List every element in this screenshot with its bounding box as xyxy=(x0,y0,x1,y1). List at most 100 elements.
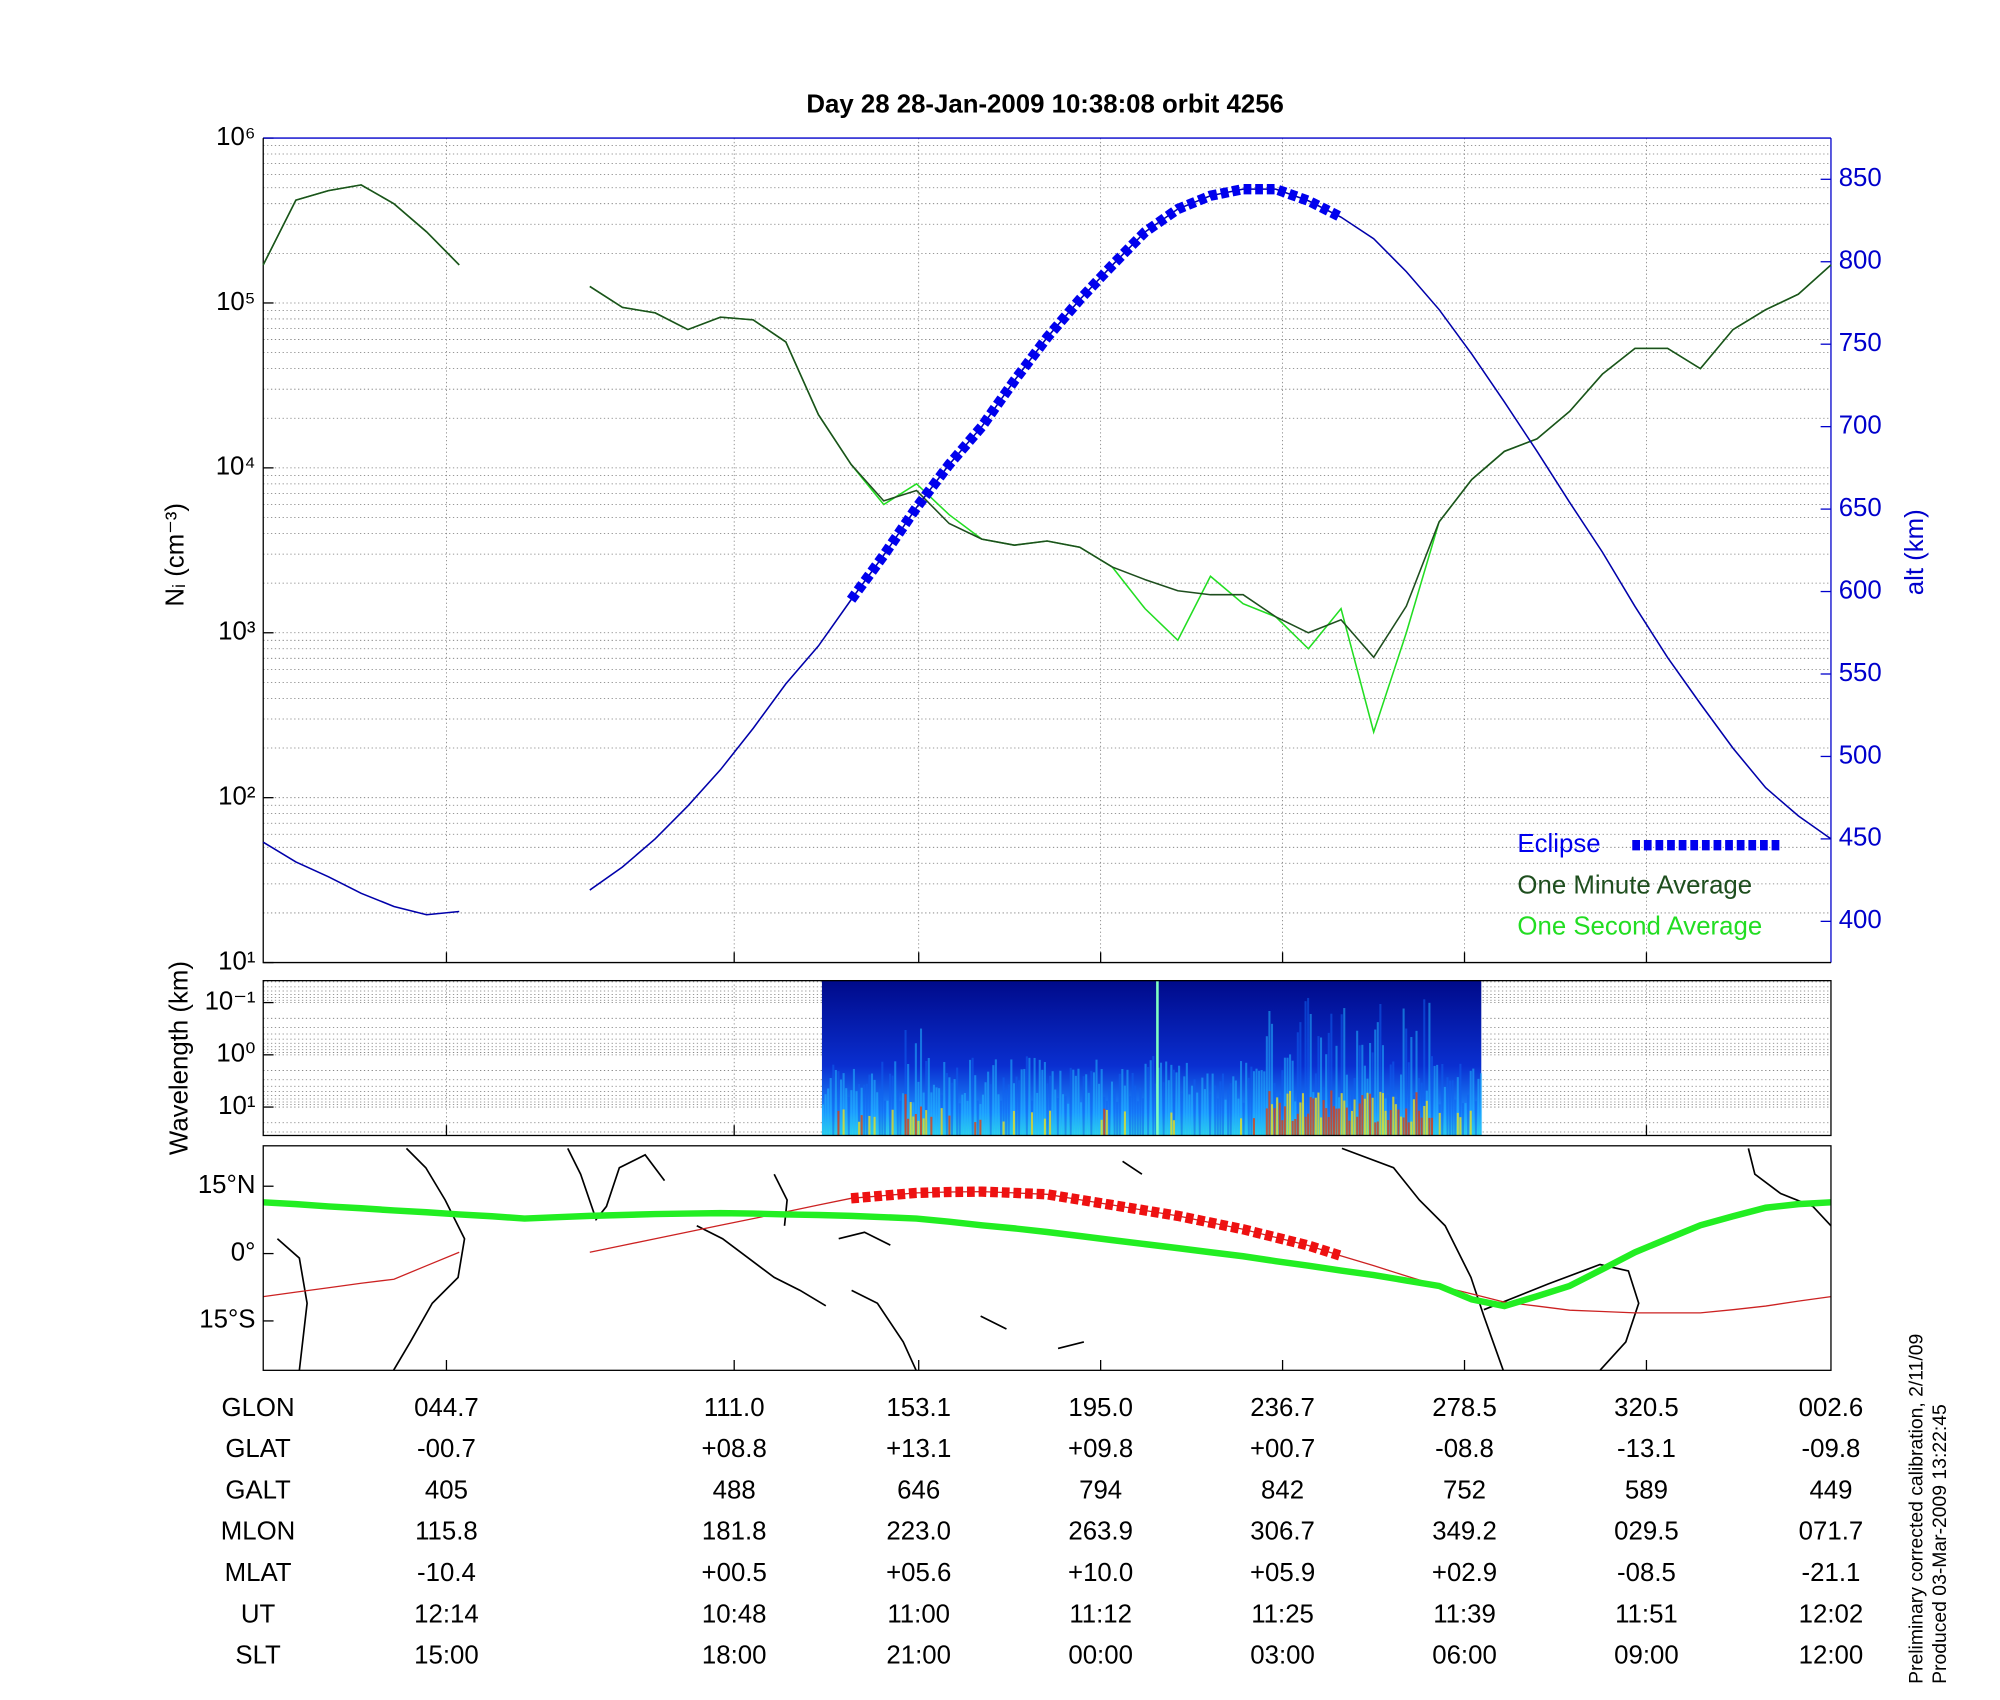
spectrogram-stripe xyxy=(1307,1113,1310,1136)
y-tick-label: 10¹ xyxy=(218,947,256,975)
spectrogram-stripe xyxy=(1020,1069,1023,1136)
spectrogram-stripe xyxy=(1281,1120,1284,1136)
spectrogram-stripe xyxy=(870,1073,874,1136)
spectrogram-stripe xyxy=(1459,1117,1462,1136)
spectrogram-stripe xyxy=(1296,1113,1299,1136)
spectrogram-stripe xyxy=(1449,1080,1452,1136)
spectrogram-stripe xyxy=(1369,1042,1372,1136)
spectrogram-stripe xyxy=(894,1061,897,1136)
spectrogram-stripe xyxy=(1371,1052,1374,1136)
spectrogram-stripe xyxy=(1332,1106,1335,1136)
spectrogram-stripe xyxy=(858,1121,861,1136)
spectrogram-stripe xyxy=(1108,1091,1111,1136)
cell: +02.9 xyxy=(1432,1559,1497,1587)
cell: -08.5 xyxy=(1617,1559,1676,1587)
axes-frame xyxy=(262,980,1832,1137)
spectrogram-stripe xyxy=(920,1028,923,1136)
cell: 11:00 xyxy=(887,1600,950,1628)
spectrogram-stripe xyxy=(1092,1072,1095,1136)
spectrogram-stripe xyxy=(1387,1094,1390,1136)
spectrogram-stripe xyxy=(1175,1072,1178,1136)
spectrogram-stripe xyxy=(1335,1108,1338,1136)
spectrogram-stripe xyxy=(958,1103,961,1136)
spectrogram-stripe xyxy=(938,1088,941,1136)
cell: 278.5 xyxy=(1432,1394,1497,1422)
spectrogram-stripe xyxy=(1407,1062,1410,1136)
spectrogram-stripe xyxy=(1441,1063,1444,1136)
spectrogram-stripe xyxy=(1216,1098,1219,1136)
spectrogram-stripe xyxy=(1087,1092,1090,1136)
spectrogram-stripe xyxy=(858,1083,861,1136)
continents xyxy=(276,1147,1832,1371)
y-tick-label: 10⁴ xyxy=(216,453,256,481)
spectrogram-stripe xyxy=(1371,1097,1374,1136)
y2-tick-label: 600 xyxy=(1839,576,1882,604)
spectrogram-stripe xyxy=(1268,1010,1271,1136)
spectrogram-stripe xyxy=(1423,1105,1426,1136)
spectrogram-stripe xyxy=(1172,1120,1175,1136)
spectrogram-stripe xyxy=(950,1082,954,1136)
spectrogram-stripe xyxy=(1049,1110,1052,1136)
spectrogram-stripe xyxy=(1400,1074,1403,1136)
spectrogram-stripe xyxy=(1265,1036,1268,1136)
spectrogram-stripe xyxy=(1043,1118,1046,1136)
spectrogram-stripe xyxy=(1265,1108,1268,1136)
spectrogram-stripe xyxy=(1477,1078,1480,1136)
spectrogram-stripe xyxy=(1043,1061,1046,1136)
spectrogram-stripe xyxy=(1232,1076,1235,1136)
spectrogram-stripe xyxy=(1433,1065,1436,1136)
spectrogram-stripe xyxy=(1340,1093,1343,1136)
cell: +08.8 xyxy=(702,1435,767,1463)
spectrogram-stripe xyxy=(1219,1081,1222,1136)
cell: 12:00 xyxy=(1799,1642,1864,1670)
cell: +09.8 xyxy=(1068,1435,1133,1463)
spectrogram-stripe xyxy=(1467,1094,1470,1136)
spectrogram-stripe xyxy=(953,1079,956,1136)
spectrogram-stripe xyxy=(1415,1030,1418,1136)
spectrogram-stripe xyxy=(1340,1014,1343,1136)
y-tick-label: 10⁻¹ xyxy=(205,987,256,1015)
spectrogram-stripe xyxy=(1366,1092,1369,1136)
spectrogram-stripe xyxy=(1028,1057,1031,1136)
spectrogram-stripe xyxy=(1309,1097,1312,1136)
spectrogram-stripe xyxy=(850,1090,853,1136)
cell: 00:00 xyxy=(1068,1642,1133,1670)
row-label: GLAT xyxy=(225,1435,291,1463)
cell: 181.8 xyxy=(702,1518,767,1546)
spectrogram-stripe xyxy=(1345,1074,1348,1136)
footer-note: Preliminary corrected calibration, 2/11/… xyxy=(1906,1334,1928,1684)
spectrogram-stripe xyxy=(1206,1073,1209,1136)
spectrogram-stripe xyxy=(821,1104,824,1136)
cell: 589 xyxy=(1625,1476,1668,1504)
spectrogram-stripe xyxy=(1012,1083,1015,1136)
spectrogram-stripe xyxy=(1301,1093,1304,1136)
spectrogram-stripe xyxy=(1165,1061,1168,1136)
spectrogram-stripe xyxy=(886,1100,889,1136)
spectrogram-stripe xyxy=(1240,1118,1243,1136)
cell: 349.2 xyxy=(1432,1518,1497,1546)
spectrogram-stripe xyxy=(1469,1110,1472,1136)
spectrogram-stripe xyxy=(1121,1069,1124,1136)
spectrogram-stripe xyxy=(1350,1110,1354,1136)
spectrogram-stripe xyxy=(971,1057,974,1136)
spectrogram-stripe xyxy=(1167,1080,1170,1136)
spectrogram-stripe xyxy=(1123,1085,1126,1136)
spectrogram-stripe xyxy=(1270,1023,1274,1136)
spectrogram-stripe xyxy=(1005,1089,1008,1136)
spectrogram-stripe xyxy=(1420,1082,1423,1136)
spectrogram-stripe xyxy=(1402,1008,1405,1136)
spectrogram-stripe xyxy=(1036,1092,1039,1136)
y-tick-label: 15°S xyxy=(199,1306,255,1334)
spectrogram-stripe xyxy=(1209,1094,1212,1136)
spectrogram-stripe xyxy=(1221,1073,1224,1136)
footer-note: Produced 03-Mar-2009 13:22:45 xyxy=(1929,1404,1951,1684)
spectrogram-stripe xyxy=(974,1122,977,1136)
spectrogram-stripe xyxy=(930,1092,933,1136)
spectrogram-stripe xyxy=(1085,1074,1088,1136)
cell: 794 xyxy=(1079,1476,1122,1504)
spectrogram-stripe xyxy=(1136,1101,1139,1136)
spectrogram-stripe xyxy=(1255,1068,1258,1136)
cell: 646 xyxy=(897,1476,940,1504)
spectrogram-stripe xyxy=(1278,1102,1281,1136)
spectrogram-stripe xyxy=(1384,1110,1387,1136)
